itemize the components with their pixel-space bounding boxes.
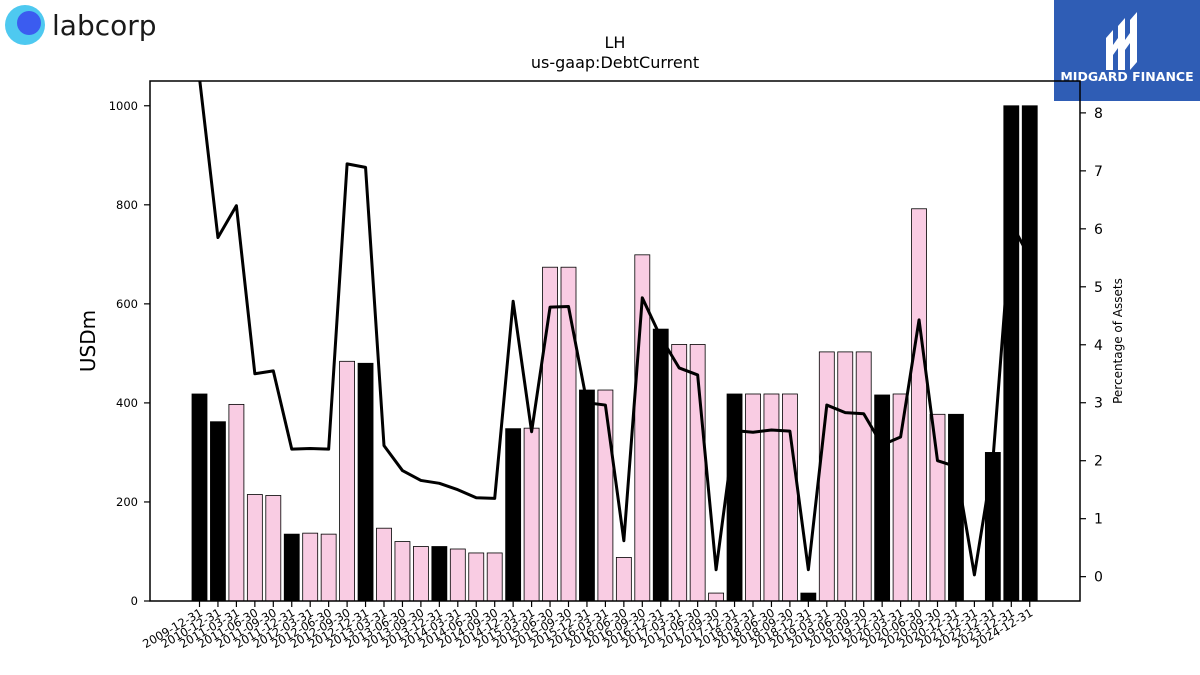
line-series-percentage-of-assets	[198, 81, 1032, 577]
y-tick-label: 600	[116, 297, 138, 311]
y-right-tick-label: 6	[1094, 222, 1103, 238]
bar	[523, 427, 540, 602]
bar	[818, 351, 835, 602]
y-tick-label: 800	[116, 198, 138, 212]
y-tick-label: 1000	[109, 99, 138, 113]
logo-mark-inner	[17, 11, 41, 35]
midgard-wordmark: MIDGARD FINANCE	[1060, 69, 1193, 84]
bar	[800, 592, 817, 602]
bar	[468, 552, 485, 602]
y-axis-label: USDm	[76, 310, 100, 372]
bar	[449, 548, 466, 602]
bar	[984, 452, 1001, 602]
bar	[560, 266, 577, 602]
bar	[320, 533, 337, 602]
bar	[597, 389, 614, 602]
midgard-finance-logo: MIDGARD FINANCE	[1054, 0, 1200, 101]
bar	[911, 208, 927, 602]
bar	[394, 541, 411, 602]
bar	[855, 351, 872, 602]
bar	[302, 532, 319, 602]
labcorp-wordmark: labcorp	[52, 9, 157, 42]
bar	[357, 362, 374, 602]
bar	[782, 393, 798, 602]
bar	[283, 533, 300, 602]
bar	[431, 546, 448, 602]
chart-title: LH	[605, 33, 626, 52]
y-tick-label: 400	[116, 396, 138, 410]
bar	[837, 351, 854, 602]
y-axis-right-label: Percentage of Assets	[1111, 278, 1125, 404]
bar	[376, 527, 392, 602]
bar	[708, 592, 724, 602]
bars-layer	[191, 105, 1038, 602]
bar	[1003, 105, 1020, 602]
y-tick-label: 0	[131, 594, 138, 608]
line-layer	[198, 81, 1032, 577]
y-tick-label: 200	[116, 495, 138, 509]
midgard-emblem-icon	[1106, 12, 1137, 70]
y-right-tick-label: 0	[1094, 570, 1103, 586]
y-right-tick-label: 1	[1094, 512, 1103, 528]
bar	[210, 421, 226, 602]
bar	[246, 494, 263, 602]
bar	[652, 328, 669, 602]
bar	[929, 413, 946, 602]
bar	[339, 360, 356, 602]
y-right-tick-label: 5	[1094, 280, 1103, 296]
bar	[763, 393, 780, 602]
bar	[486, 552, 503, 602]
bar	[671, 344, 688, 602]
bar	[874, 394, 891, 602]
bar	[745, 393, 761, 602]
bar	[948, 413, 964, 602]
axes-layer: 020040060080010000123456782009-12-312010…	[109, 80, 1103, 651]
bar	[615, 557, 632, 602]
bar	[892, 393, 909, 602]
bar	[191, 393, 208, 602]
y-right-tick-label: 7	[1094, 164, 1103, 180]
y-right-tick-label: 8	[1094, 106, 1103, 122]
bar	[505, 428, 522, 602]
y-right-tick-label: 4	[1094, 338, 1103, 354]
bar	[228, 403, 245, 602]
bar	[1021, 105, 1038, 602]
bar	[412, 546, 429, 602]
y-right-tick-label: 3	[1094, 396, 1103, 412]
bar	[265, 495, 282, 602]
bar	[726, 393, 743, 602]
plot-frame	[149, 80, 1081, 602]
labcorp-logo: labcorp	[4, 4, 174, 46]
y-right-tick-label: 2	[1094, 454, 1103, 470]
chart-subtitle: us-gaap:DebtCurrent	[531, 53, 699, 72]
bar	[579, 389, 595, 602]
